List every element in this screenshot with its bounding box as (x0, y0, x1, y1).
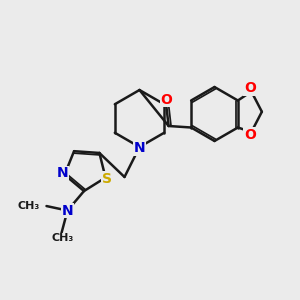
Text: N: N (62, 203, 73, 218)
Text: N: N (134, 142, 145, 155)
Text: O: O (244, 82, 256, 95)
Text: CH₃: CH₃ (18, 201, 40, 211)
Text: N: N (56, 166, 68, 180)
Text: CH₃: CH₃ (52, 233, 74, 243)
Text: S: S (102, 172, 112, 186)
Text: O: O (244, 128, 256, 142)
Text: O: O (160, 93, 172, 106)
